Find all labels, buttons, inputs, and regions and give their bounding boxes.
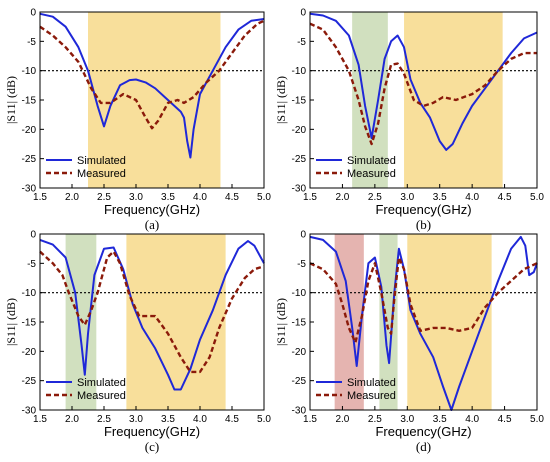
y-tick-label: -25 xyxy=(22,154,37,165)
legend-label-measured: Measured xyxy=(347,390,396,402)
x-axis-label: Frequency(GHz) xyxy=(375,202,471,217)
y-tick-label: -20 xyxy=(22,125,37,136)
y-axis-label: |S11| (dB) xyxy=(4,76,18,124)
series-measured-line xyxy=(309,22,537,146)
x-tick-label: 3.5 xyxy=(433,414,447,425)
x-tick-label: 4.5 xyxy=(225,192,239,203)
y-axis-label: |S11| (dB) xyxy=(4,298,18,346)
y-tick-label: -10 xyxy=(292,66,307,77)
y-tick-label: 0 xyxy=(300,8,306,19)
y-tick-label: -5 xyxy=(297,259,306,270)
y-tick-label: -20 xyxy=(292,347,307,358)
legend-label-measured: Measured xyxy=(347,168,396,180)
series-simulated-line xyxy=(309,12,538,151)
panel-caption: (d) xyxy=(416,439,431,454)
x-tick-label: 4.0 xyxy=(465,414,479,425)
x-tick-label: 2.0 xyxy=(65,192,79,203)
x-tick-label: 3.0 xyxy=(400,414,414,425)
y-tick-label: -30 xyxy=(22,406,37,417)
x-axis-label: Frequency(GHz) xyxy=(375,424,471,439)
frequency-band-1 xyxy=(65,234,97,410)
frequency-band-2 xyxy=(126,234,226,410)
series-measured-line xyxy=(309,256,538,344)
y-tick-label: -30 xyxy=(22,184,37,195)
x-tick-label: 4.5 xyxy=(225,414,239,425)
x-tick-label: 4.0 xyxy=(193,414,207,425)
x-tick-label: 2.5 xyxy=(368,414,382,425)
series-simulated-line xyxy=(39,12,265,159)
y-tick-label: -25 xyxy=(292,154,307,165)
x-tick-label: 4.0 xyxy=(193,192,207,203)
x-tick-label: 1.5 xyxy=(33,192,47,203)
y-tick-label: -15 xyxy=(22,318,37,329)
x-tick-label: 2.5 xyxy=(368,192,382,203)
x-axis-label: Frequency(GHz) xyxy=(104,424,200,439)
panel-caption: (c) xyxy=(145,439,159,454)
frequency-band-2 xyxy=(404,12,503,188)
chart-panel-1: 1.5 2.0 2.5 3.0 3.5 4.0 4.5 5.0 0 -5 -10 -15 -20 -25 -… xyxy=(4,8,271,233)
x-tick-label: 5.0 xyxy=(257,192,271,203)
panel-caption: (b) xyxy=(416,217,431,232)
y-tick-label: -10 xyxy=(22,288,37,299)
y-tick-label: -30 xyxy=(292,406,307,417)
chart-panel-3: 1.5 2.0 2.5 3.0 3.5 4.0 4.5 5.0 0 -5 -10 -15 -20 -25 -… xyxy=(4,230,271,455)
y-tick-label: -15 xyxy=(22,96,37,107)
x-tick-label: 2.5 xyxy=(97,192,111,203)
x-tick-label: 3.5 xyxy=(161,414,175,425)
x-tick-label: 1.5 xyxy=(303,414,317,425)
legend-label-simulated: Simulated xyxy=(77,155,126,167)
y-tick-label: -15 xyxy=(292,318,307,329)
x-tick-label: 3.5 xyxy=(433,192,447,203)
y-tick-label: 0 xyxy=(30,8,36,19)
x-tick-label: 4.5 xyxy=(498,192,512,203)
legend-label-measured: Measured xyxy=(77,168,126,180)
chart-panel-4: 1.5 2.0 2.5 3.0 3.5 4.0 4.5 5.0 0 -5 -10 -15 -20 -25 -… xyxy=(274,230,544,455)
x-tick-label: 2.0 xyxy=(335,414,349,425)
frequency-band-2 xyxy=(379,234,398,410)
y-tick-label: -10 xyxy=(292,288,307,299)
x-tick-label: 3.5 xyxy=(161,192,175,203)
x-tick-label: 2.0 xyxy=(335,192,349,203)
y-tick-label: -20 xyxy=(22,347,37,358)
y-tick-label: -25 xyxy=(292,376,307,387)
y-tick-label: -10 xyxy=(22,66,37,77)
y-tick-label: -5 xyxy=(27,37,36,48)
y-tick-label: -20 xyxy=(292,125,307,136)
panel-caption: (a) xyxy=(145,217,159,232)
frequency-band-3 xyxy=(407,234,492,410)
y-tick-label: -5 xyxy=(297,37,306,48)
x-tick-label: 1.5 xyxy=(33,414,47,425)
x-tick-label: 5.0 xyxy=(257,414,271,425)
legend-label-simulated: Simulated xyxy=(347,377,396,389)
x-axis-label: Frequency(GHz) xyxy=(104,202,200,217)
y-tick-label: 0 xyxy=(30,230,36,241)
y-tick-label: -25 xyxy=(22,376,37,387)
series-simulated-line xyxy=(39,238,265,391)
legend-label-simulated: Simulated xyxy=(347,155,396,167)
x-tick-label: 4.5 xyxy=(498,414,512,425)
legend-label-measured: Measured xyxy=(77,390,126,402)
y-tick-label: -5 xyxy=(27,259,36,270)
y-axis-label: |S11| (dB) xyxy=(274,298,288,346)
x-tick-label: 3.0 xyxy=(129,414,143,425)
x-tick-label: 3.0 xyxy=(400,192,414,203)
series-measured-line xyxy=(39,19,265,130)
x-tick-label: 1.5 xyxy=(303,192,317,203)
x-tick-label: 2.0 xyxy=(65,414,79,425)
x-tick-label: 4.0 xyxy=(465,192,479,203)
series-measured-line xyxy=(39,250,265,374)
legend-label-simulated: Simulated xyxy=(77,377,126,389)
x-tick-label: 5.0 xyxy=(530,414,544,425)
chart-panel-2: 1.5 2.0 2.5 3.0 3.5 4.0 4.5 5.0 0 -5 -10 -15 -20 -25 -… xyxy=(274,8,544,233)
y-tick-label: -15 xyxy=(292,96,307,107)
x-tick-label: 2.5 xyxy=(97,414,111,425)
y-axis-label: |S11| (dB) xyxy=(274,76,288,124)
x-tick-label: 3.0 xyxy=(129,192,143,203)
y-tick-label: -30 xyxy=(292,184,307,195)
x-tick-label: 5.0 xyxy=(530,192,544,203)
y-tick-label: 0 xyxy=(300,230,306,241)
